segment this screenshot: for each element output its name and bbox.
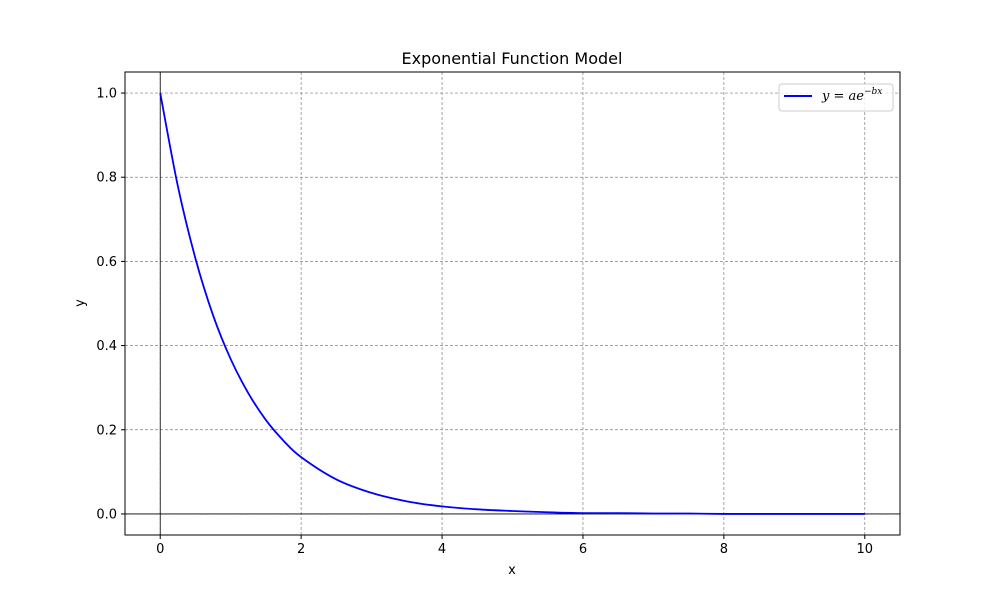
- y-axis-ticks: 0.0 0.2 0.4 0.6 0.8 1.0: [96, 87, 125, 522]
- y-tick-label: 1.0: [96, 87, 117, 102]
- legend-box: [778, 83, 894, 112]
- y-tick-label: 0.8: [96, 171, 117, 186]
- x-tick-label: 4: [438, 542, 446, 557]
- legend: y = ae−bx: [778, 83, 894, 112]
- x-tick-label: 2: [297, 542, 305, 557]
- plot-frame: [124, 71, 901, 536]
- y-tick-label: 0.6: [96, 255, 117, 270]
- series-line: [159, 92, 865, 515]
- x-tick-label: 6: [579, 542, 587, 557]
- x-tick-label: 10: [856, 542, 873, 557]
- x-axis-ticks: 0 2 4 6 8 10: [156, 535, 873, 557]
- x-tick-label: 0: [156, 542, 164, 557]
- y-tick-label: 0.4: [96, 339, 117, 354]
- x-tick-label: 8: [720, 542, 728, 557]
- series-layer: [159, 92, 865, 515]
- y-tick-label: 0.0: [96, 507, 117, 522]
- y-axis-label: y: [73, 299, 88, 307]
- chart-title: Exponential Function Model: [402, 49, 623, 68]
- legend-entry: y = ae−bx: [821, 87, 882, 104]
- x-axis-label: x: [508, 563, 516, 578]
- grid: [125, 72, 900, 535]
- y-tick-label: 0.2: [96, 423, 117, 438]
